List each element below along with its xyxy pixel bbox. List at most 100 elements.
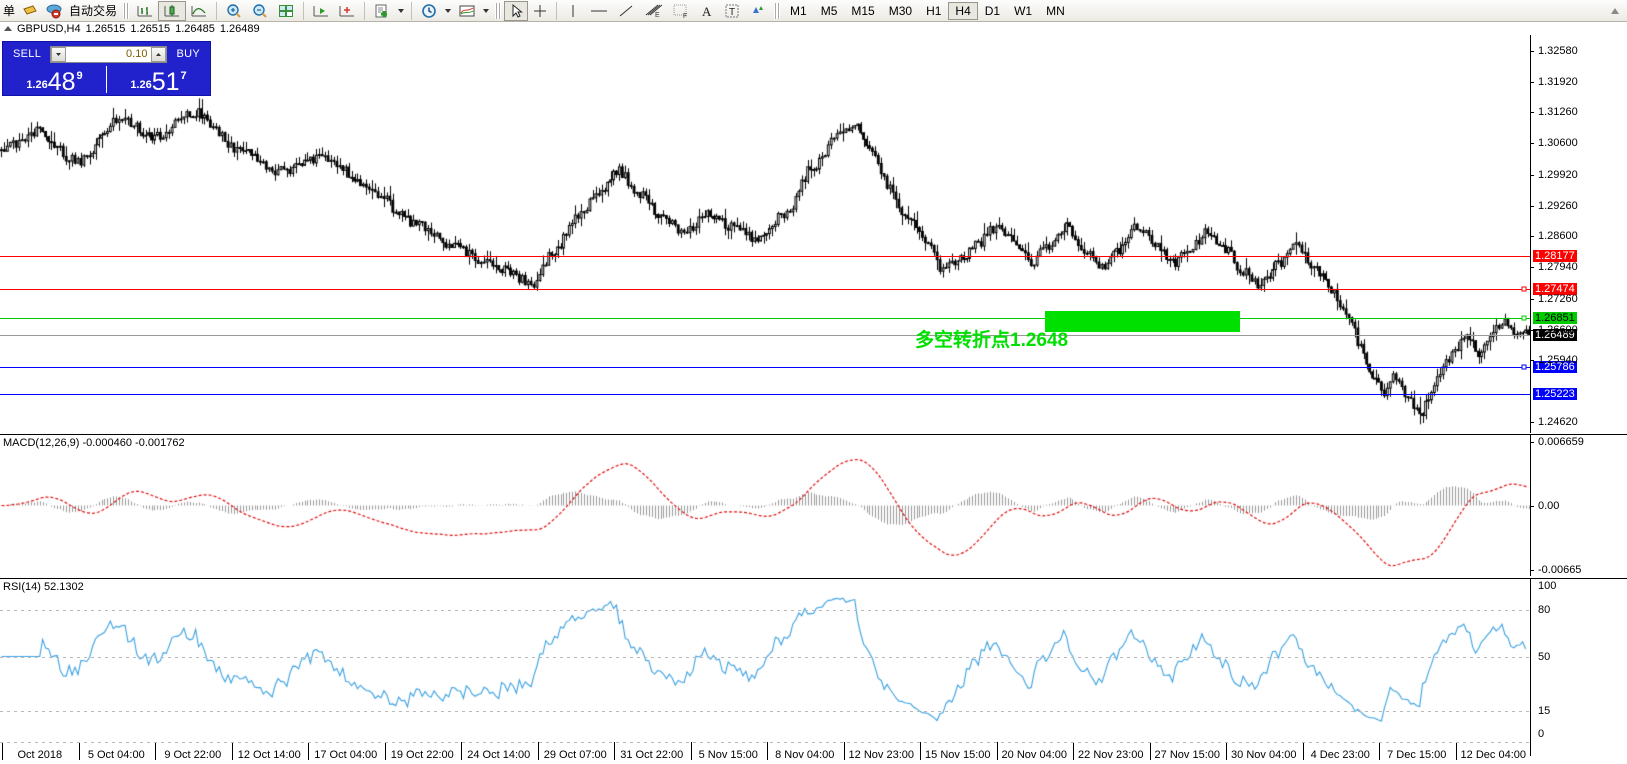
sell-price-fraction: 9 bbox=[76, 70, 83, 82]
level-line-1.25786[interactable] bbox=[0, 367, 1530, 369]
svg-text:A: A bbox=[702, 4, 712, 19]
time-label: 9 Oct 22:00 bbox=[164, 749, 222, 761]
candlestick-chart-icon[interactable] bbox=[158, 0, 187, 21]
time-label: 29 Oct 07:00 bbox=[543, 749, 607, 761]
rsi-tick: 15 bbox=[1538, 704, 1551, 717]
price-label-1.27474: 1.27474 bbox=[1533, 282, 1577, 295]
time-separator bbox=[537, 742, 539, 760]
macd-canvas bbox=[0, 435, 1530, 576]
vertical-line-icon[interactable] bbox=[561, 1, 585, 21]
level-line-1.28177[interactable] bbox=[0, 256, 1530, 258]
fibonacci-icon[interactable]: E bbox=[639, 1, 667, 21]
shapes-icon[interactable] bbox=[745, 1, 771, 21]
timeframe-m5[interactable]: M5 bbox=[820, 3, 838, 18]
timeframe-m30[interactable]: M30 bbox=[888, 3, 913, 18]
scroll-up-arrow-icon[interactable] bbox=[1609, 4, 1623, 18]
sell-button[interactable]: SELL bbox=[13, 48, 42, 60]
fibo-grid-icon[interactable]: F bbox=[667, 1, 695, 21]
trendline-icon[interactable] bbox=[613, 1, 639, 21]
time-label: 5 Nov 15:00 bbox=[698, 749, 758, 761]
price-tick: 1.27260 bbox=[1538, 292, 1578, 305]
rsi-plot[interactable]: RSI(14) 52.1302 bbox=[0, 579, 1530, 756]
text-icon[interactable]: A bbox=[695, 1, 719, 21]
lot-increase-button[interactable] bbox=[151, 46, 167, 62]
auto-trading-label[interactable]: 自动交易 bbox=[69, 4, 118, 18]
cursor-icon[interactable] bbox=[504, 0, 529, 21]
sell-quote[interactable]: 1.26 48 9 bbox=[3, 64, 106, 95]
macd-pane[interactable]: MACD(12,26,9) -0.000460 -0.001762 0.0066… bbox=[0, 434, 1627, 576]
time-label: 12 Nov 23:00 bbox=[848, 749, 914, 761]
timeframe-d1[interactable]: D1 bbox=[984, 3, 1001, 18]
timeframe-m1[interactable]: M1 bbox=[790, 3, 807, 18]
add-indicator-icon[interactable] bbox=[369, 1, 395, 21]
macd-plot[interactable]: MACD(12,26,9) -0.000460 -0.001762 bbox=[0, 435, 1530, 576]
time-separator bbox=[155, 742, 156, 760]
level-line-1.26489[interactable] bbox=[0, 334, 1530, 336]
tile-windows-icon[interactable] bbox=[273, 1, 299, 21]
price-tickmark bbox=[1531, 174, 1534, 176]
chevron-down-icon-3[interactable] bbox=[483, 8, 490, 13]
price-tick: 1.31260 bbox=[1538, 106, 1578, 119]
zoom-out-icon[interactable] bbox=[247, 1, 273, 21]
orders-icon[interactable] bbox=[18, 1, 42, 21]
lot-decrease-button[interactable] bbox=[51, 46, 67, 62]
price-label-1.28177: 1.28177 bbox=[1533, 250, 1577, 263]
lot-size-value[interactable]: 0.10 bbox=[126, 48, 148, 60]
zoom-in-icon[interactable] bbox=[221, 1, 247, 21]
quote-divider bbox=[106, 66, 107, 93]
toolbar-left-label[interactable]: 单 bbox=[3, 4, 16, 18]
buy-button[interactable]: BUY bbox=[176, 48, 200, 60]
text-label-icon[interactable]: T bbox=[719, 1, 745, 21]
level-handle-1.25786[interactable] bbox=[1521, 364, 1527, 370]
timeframe-m15[interactable]: M15 bbox=[851, 3, 875, 18]
level-line-1.25223[interactable] bbox=[0, 393, 1530, 395]
price-tick: 1.30600 bbox=[1538, 137, 1578, 150]
supply-demand-zone bbox=[1045, 310, 1240, 332]
one-click-trading-panel[interactable]: SELL 0.10 BUY 1.26 48 9 1.26 51 7 bbox=[2, 41, 211, 96]
timeframe-w1[interactable]: W1 bbox=[1014, 3, 1033, 18]
bar-chart-icon[interactable] bbox=[132, 1, 158, 21]
time-label: 19 Oct 22:00 bbox=[390, 749, 454, 761]
time-label: 22 Nov 23:00 bbox=[1078, 749, 1144, 761]
time-label: 20 Nov 04:00 bbox=[1001, 749, 1067, 761]
chart-shift-icon[interactable] bbox=[308, 1, 334, 21]
horizontal-line-icon[interactable] bbox=[585, 1, 613, 21]
price-pane[interactable]: 多空转折点1.2648 1.28177 1.27474 1.26851 1.26489… bbox=[0, 35, 1627, 433]
rsi-pane[interactable]: RSI(14) 52.1302 100 80 50 15 0 bbox=[0, 578, 1627, 756]
timeframe-h1[interactable]: H1 bbox=[926, 3, 942, 18]
time-label: 5 Oct 04:00 bbox=[87, 749, 145, 761]
line-chart-icon[interactable] bbox=[186, 1, 212, 21]
chart-area[interactable]: 多空转折点1.2648 1.28177 1.27474 1.26851 1.26489… bbox=[0, 35, 1627, 764]
auto-scroll-icon[interactable] bbox=[334, 1, 360, 21]
templates-icon[interactable] bbox=[454, 1, 480, 21]
level-line-1.27474[interactable] bbox=[0, 288, 1530, 290]
rsi-tick: 50 bbox=[1538, 650, 1551, 663]
lot-size-field[interactable]: 0.10 bbox=[50, 45, 168, 63]
buy-quote[interactable]: 1.26 51 7 bbox=[107, 64, 210, 95]
level-handle-1.26851[interactable] bbox=[1521, 315, 1527, 321]
price-label-1.25223: 1.25223 bbox=[1533, 387, 1577, 400]
collapse-icon[interactable] bbox=[4, 26, 12, 31]
timeframe-h4[interactable]: H4 bbox=[948, 1, 978, 20]
chevron-down-icon[interactable] bbox=[398, 8, 405, 13]
symbol-name: GBPUSD,H4 bbox=[17, 22, 81, 35]
price-tick: 1.27940 bbox=[1538, 261, 1578, 274]
price-plot[interactable]: 多空转折点1.2648 bbox=[0, 35, 1530, 433]
symbol-high: 1.26515 bbox=[130, 22, 171, 35]
level-line-1.26851[interactable] bbox=[0, 317, 1530, 319]
buy-price-fraction: 7 bbox=[180, 70, 187, 82]
macd-label: MACD(12,26,9) -0.000460 -0.001762 bbox=[3, 437, 185, 449]
chevron-down-icon-2[interactable] bbox=[445, 8, 452, 13]
timeframe-mn[interactable]: MN bbox=[1046, 3, 1065, 18]
price-scale[interactable]: 1.28177 1.27474 1.26851 1.26489 1.25786 1.252… bbox=[1530, 35, 1627, 433]
crosshair-icon[interactable] bbox=[528, 1, 552, 21]
price-tick: 1.29260 bbox=[1538, 199, 1578, 212]
level-handle-1.27474[interactable] bbox=[1521, 286, 1527, 292]
price-tickmark bbox=[1531, 267, 1534, 269]
price-tick: 1.25940 bbox=[1538, 354, 1578, 367]
auto-trading-icon[interactable] bbox=[42, 1, 66, 21]
price-tickmark bbox=[1531, 236, 1534, 238]
price-tick: 1.26600 bbox=[1538, 323, 1578, 336]
buy-price-main: 51 bbox=[151, 68, 180, 96]
period-dropdown-icon[interactable] bbox=[416, 1, 442, 21]
